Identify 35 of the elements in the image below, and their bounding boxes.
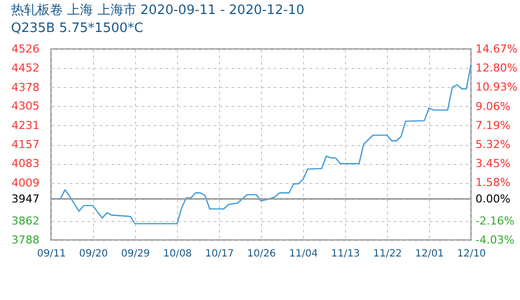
- y2-tick-label: 5.32%: [476, 138, 510, 151]
- y-tick-label: 4231: [12, 118, 40, 132]
- y2-tick-label: -2.16%: [476, 214, 514, 228]
- chart-subtitle: Q235B 5.75*1500*C: [11, 21, 144, 36]
- y2-tick-label: 3.45%: [476, 157, 510, 170]
- y-tick-label: 4157: [12, 138, 40, 151]
- x-tick-label: 10/17: [205, 248, 234, 260]
- x-tick-label: 09/29: [121, 248, 150, 260]
- y-tick-label: 4305: [12, 100, 40, 113]
- x-tick-label: 12/01: [415, 248, 444, 260]
- y-tick-label: 3947: [12, 192, 40, 206]
- x-tick-label: 09/11: [37, 248, 66, 260]
- y-tick-label: 4083: [12, 157, 40, 170]
- y-tick-label: 4452: [12, 62, 40, 75]
- y-tick-label: 3788: [12, 234, 40, 246]
- x-tick-label: 09/20: [79, 248, 108, 260]
- y2-tick-label: 0.00%: [476, 192, 510, 206]
- x-tick-label: 11/22: [373, 248, 402, 260]
- y2-tick-label: 1.58%: [476, 176, 510, 190]
- y-tick-label: 4009: [12, 176, 40, 190]
- y-tick-label: 4526: [12, 42, 40, 56]
- x-tick-label: 11/13: [331, 248, 360, 260]
- x-tick-label: 12/10: [457, 248, 486, 260]
- y2-tick-label: 7.19%: [476, 118, 510, 132]
- x-tick-label: 10/26: [247, 248, 276, 260]
- y-tick-label: 4378: [12, 80, 40, 94]
- y-tick-label: 3862: [12, 214, 40, 228]
- x-tick-label: 11/04: [289, 248, 318, 260]
- x-tick-label: 10/08: [163, 248, 192, 260]
- y2-tick-label: 9.06%: [476, 100, 510, 113]
- y2-tick-label: 14.67%: [476, 42, 518, 56]
- chart-title: 热轧板卷 上海 上海市 2020-09-11 - 2020-12-10: [11, 3, 304, 18]
- y2-tick-label: 12.80%: [476, 62, 518, 75]
- y2-tick-label: -4.03%: [476, 234, 514, 246]
- y2-tick-label: 10.93%: [476, 80, 518, 94]
